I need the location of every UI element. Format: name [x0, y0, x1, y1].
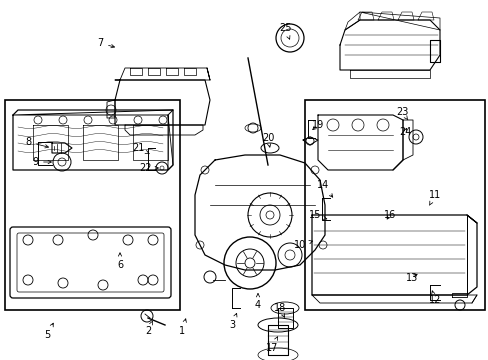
Text: 20: 20 [261, 133, 274, 147]
Text: 17: 17 [265, 337, 278, 353]
Text: 16: 16 [383, 210, 395, 220]
Text: 21: 21 [132, 143, 149, 154]
Text: 25: 25 [278, 23, 291, 39]
Bar [5, 100, 180, 310]
Text: 19: 19 [311, 120, 324, 130]
Text: 10: 10 [293, 240, 312, 250]
Text: 14: 14 [316, 180, 332, 197]
Text: 12: 12 [428, 291, 440, 305]
Text: 7: 7 [97, 38, 114, 48]
Text: 24: 24 [398, 127, 410, 137]
Text: 22: 22 [139, 163, 158, 173]
Text: 13: 13 [405, 273, 417, 283]
Text: 18: 18 [273, 303, 285, 317]
Text: 6: 6 [117, 253, 123, 270]
Text: 11: 11 [428, 190, 440, 205]
Text: 4: 4 [254, 294, 261, 310]
Text: 23: 23 [395, 107, 407, 120]
Bar [305, 100, 484, 310]
Text: 5: 5 [44, 323, 53, 340]
Text: 3: 3 [228, 313, 237, 330]
Text: 15: 15 [308, 210, 326, 220]
Text: 8: 8 [25, 137, 48, 148]
Text: 2: 2 [144, 321, 152, 336]
Text: 9: 9 [32, 157, 51, 167]
Text: 1: 1 [179, 319, 186, 336]
